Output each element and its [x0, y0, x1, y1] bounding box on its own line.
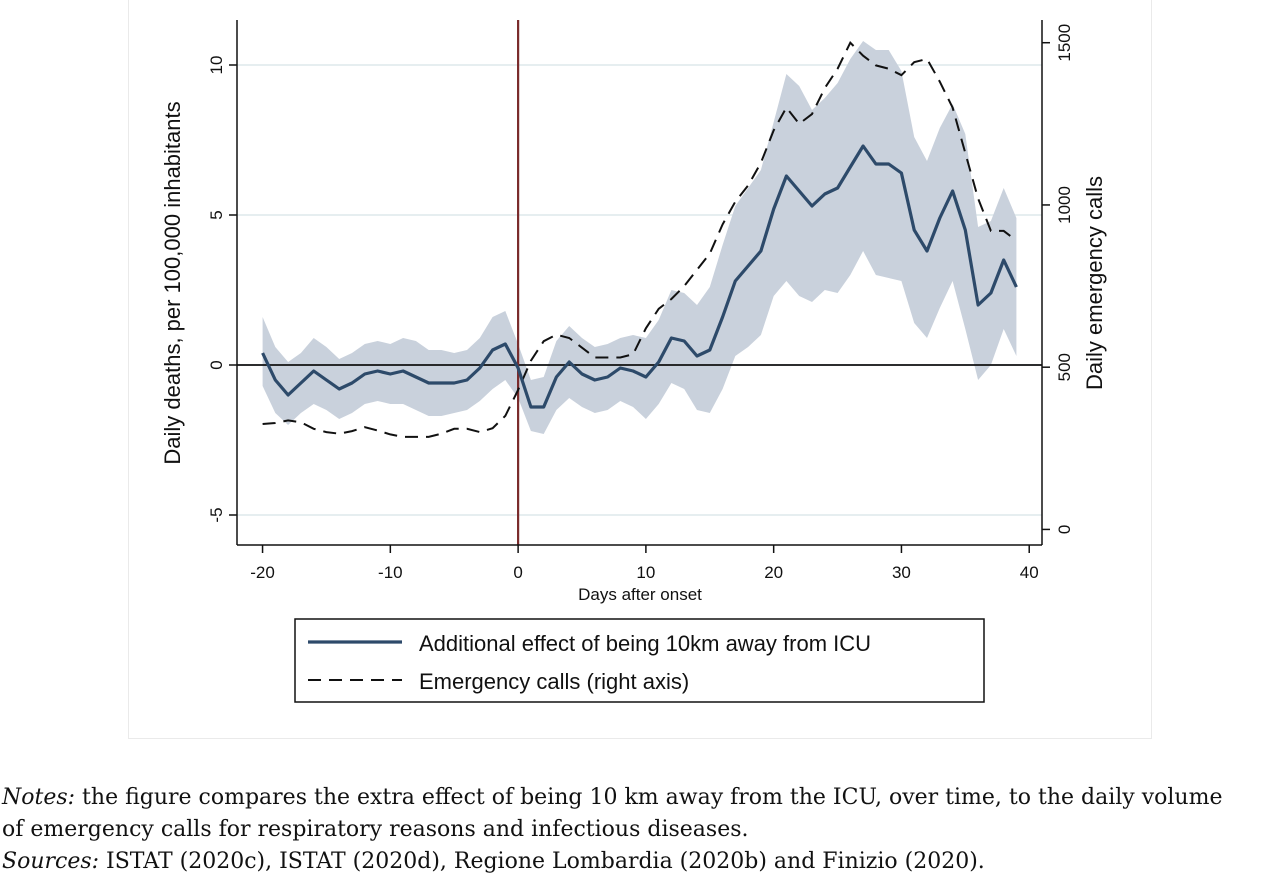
- legend-label-additional-effect: Additional effect of being 10km away fro…: [419, 631, 871, 656]
- chart: -20 -10 0 10 20 30 40 -5 0 5 10 0 500 1000 1500 Daily …: [160, 20, 1107, 703]
- y-left-tick-label: 10: [207, 56, 226, 75]
- x-axis-label: Days after onset: [578, 585, 702, 604]
- x-tick-label: 0: [513, 563, 522, 582]
- legend: Additional effect of being 10km away fro…: [294, 618, 985, 703]
- legend-box: [294, 618, 985, 703]
- x-tick-label: -20: [250, 563, 275, 582]
- tick-labels: -20 -10 0 10 20 30 40 -5 0 5 10 0 500 1000 1500: [207, 24, 1074, 582]
- notes-line-2: of emergency calls for respiratory reaso…: [2, 814, 1280, 846]
- legend-label-emergency-calls: Emergency calls (right axis): [419, 669, 689, 694]
- x-tick-label: 30: [892, 563, 911, 582]
- confidence-band: [262, 41, 1017, 434]
- sources-text: ISTAT (2020c), ISTAT (2020d), Regione Lo…: [99, 849, 985, 874]
- y-right-tick-label: 500: [1055, 353, 1074, 381]
- y-left-tick-label: 0: [207, 360, 226, 369]
- figure-notes: Notes: the figure compares the extra eff…: [2, 782, 1280, 878]
- y-axis-label-left: Daily deaths, per 100,000 inhabitants: [160, 101, 185, 464]
- series-line-additional-effect: [261, 144, 1018, 409]
- x-tick-label: -10: [378, 563, 403, 582]
- notes-text-2: of emergency calls for respiratory reaso…: [2, 817, 749, 842]
- y-axis-label-right: Daily emergency calls: [1082, 176, 1107, 390]
- x-tick-label: 40: [1020, 563, 1039, 582]
- notes-text-1: the figure compares the extra effect of …: [75, 785, 1223, 810]
- notes-line-1: Notes: the figure compares the extra eff…: [2, 782, 1280, 814]
- x-tick-label: 10: [636, 563, 655, 582]
- y-right-tick-label: 0: [1055, 525, 1074, 534]
- y-right-tick-label: 1500: [1055, 24, 1074, 62]
- notes-label: Notes:: [2, 785, 76, 810]
- sources-line: Sources: ISTAT (2020c), ISTAT (2020d), R…: [2, 846, 1280, 878]
- series-line-emergency-calls: [262, 40, 1018, 438]
- axes: [236, 20, 1043, 546]
- x-tick-label: 20: [764, 563, 783, 582]
- y-left-tick-label: 5: [207, 210, 226, 219]
- y-left-tick-label: -5: [207, 507, 226, 522]
- sources-label: Sources:: [2, 849, 100, 874]
- y-right-tick-label: 1000: [1055, 186, 1074, 224]
